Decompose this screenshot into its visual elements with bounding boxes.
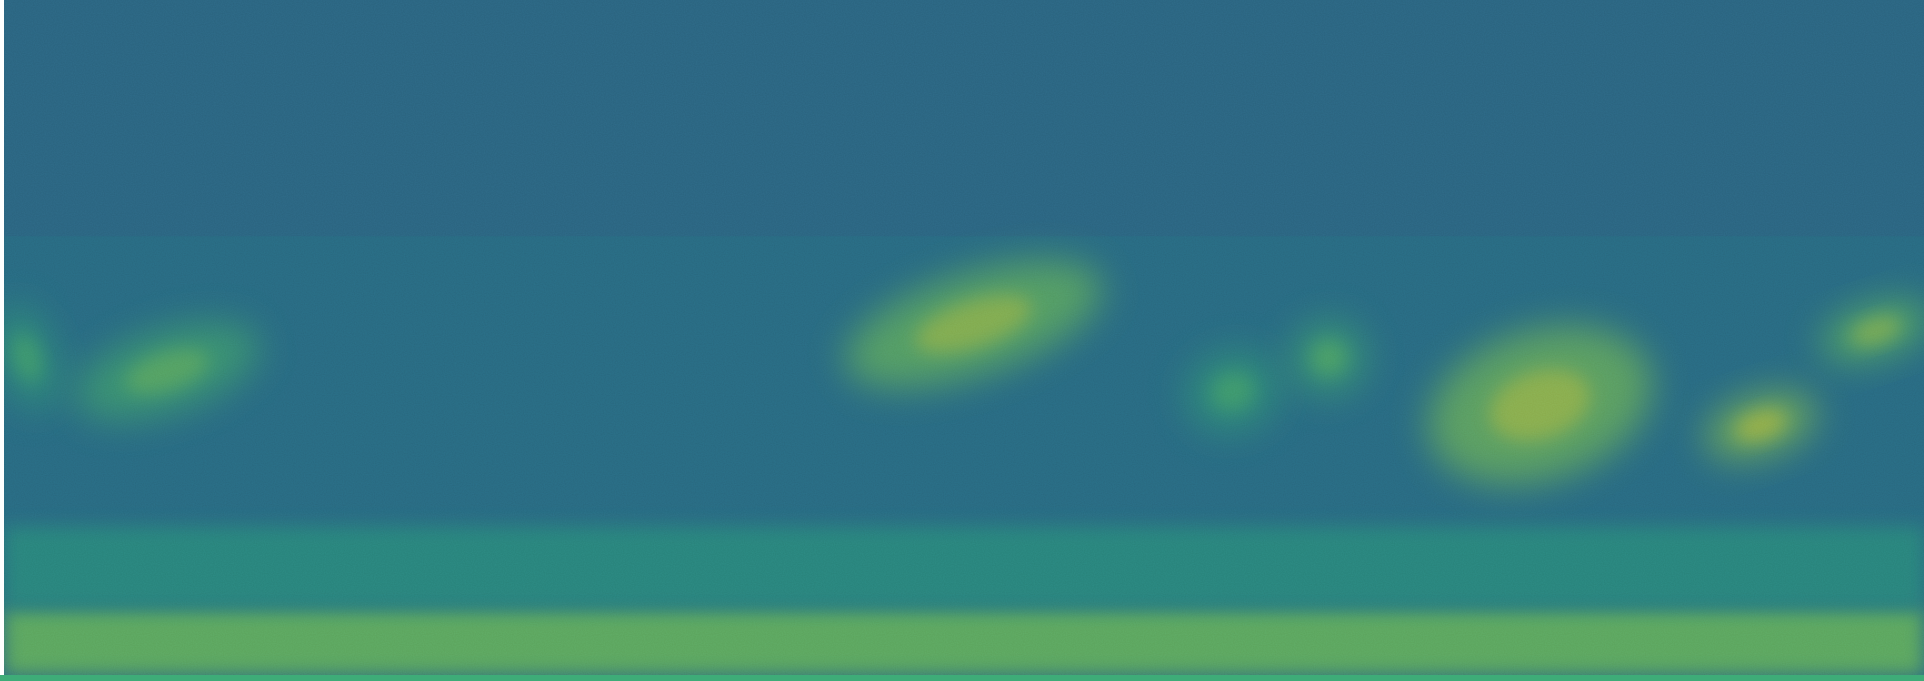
grain-overlay: [4, 0, 1924, 675]
left-margin: [0, 0, 4, 681]
bottom-strip: [0, 675, 1924, 681]
